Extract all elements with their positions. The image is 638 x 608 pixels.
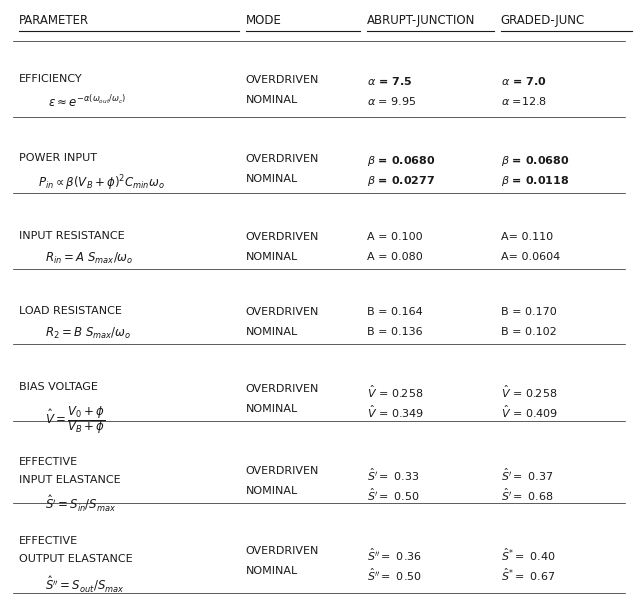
Text: $\hat{S}^{*}=$ 0.67: $\hat{S}^{*}=$ 0.67: [501, 567, 555, 582]
Text: PARAMETER: PARAMETER: [19, 15, 89, 27]
Text: POWER INPUT: POWER INPUT: [19, 153, 97, 163]
Text: $\epsilon \approx e^{-\alpha(\omega_{out}/\omega_c)}$: $\epsilon \approx e^{-\alpha(\omega_{out…: [48, 94, 126, 110]
Text: $P_{in} \propto \beta(V_B+\phi)^2 C_{min}\omega_o$: $P_{in} \propto \beta(V_B+\phi)^2 C_{min…: [38, 173, 165, 193]
Text: $\hat{V}$ = 0.258: $\hat{V}$ = 0.258: [501, 384, 557, 400]
Text: BIAS VOLTAGE: BIAS VOLTAGE: [19, 382, 98, 392]
Text: $\beta$ = 0.0680: $\beta$ = 0.0680: [367, 154, 435, 168]
Text: $\hat{S}''=$ 0.36: $\hat{S}''=$ 0.36: [367, 546, 422, 562]
Text: OVERDRIVEN: OVERDRIVEN: [246, 466, 319, 476]
Text: A = 0.100: A = 0.100: [367, 232, 422, 242]
Text: $R_{in} = A\ S_{max}/\omega_o$: $R_{in} = A\ S_{max}/\omega_o$: [45, 251, 133, 266]
Text: A= 0.110: A= 0.110: [501, 232, 553, 242]
Text: OUTPUT ELASTANCE: OUTPUT ELASTANCE: [19, 554, 133, 564]
Text: $\hat{S}'=$ 0.37: $\hat{S}'=$ 0.37: [501, 466, 553, 483]
Text: $\hat{V}$ = 0.349: $\hat{V}$ = 0.349: [367, 404, 424, 420]
Text: $\hat{S}'=$ 0.33: $\hat{S}'=$ 0.33: [367, 466, 419, 483]
Text: GRADED-JUNC: GRADED-JUNC: [501, 15, 585, 27]
Text: $\beta$ = 0.0277: $\beta$ = 0.0277: [367, 174, 435, 188]
Text: $\alpha$ = 7.5: $\alpha$ = 7.5: [367, 75, 412, 87]
Text: $\hat{S}'=$ 0.50: $\hat{S}'=$ 0.50: [367, 486, 420, 503]
Text: LOAD RESISTANCE: LOAD RESISTANCE: [19, 306, 122, 316]
Text: $\hat{V}$ = 0.409: $\hat{V}$ = 0.409: [501, 404, 558, 420]
Text: INPUT RESISTANCE: INPUT RESISTANCE: [19, 231, 125, 241]
Text: NOMINAL: NOMINAL: [246, 567, 298, 576]
Text: OVERDRIVEN: OVERDRIVEN: [246, 75, 319, 85]
Text: $\hat{S}'=$ 0.68: $\hat{S}'=$ 0.68: [501, 486, 554, 503]
Text: ABRUPT-JUNCTION: ABRUPT-JUNCTION: [367, 15, 475, 27]
Text: MODE: MODE: [246, 15, 281, 27]
Text: NOMINAL: NOMINAL: [246, 404, 298, 414]
Text: OVERDRIVEN: OVERDRIVEN: [246, 154, 319, 164]
Text: $\hat{S}^{*}=$ 0.40: $\hat{S}^{*}=$ 0.40: [501, 546, 556, 562]
Text: NOMINAL: NOMINAL: [246, 327, 298, 337]
Text: EFFICIENCY: EFFICIENCY: [19, 74, 83, 84]
Text: $R_2 = B\ S_{max}/\omega_o$: $R_2 = B\ S_{max}/\omega_o$: [45, 326, 131, 341]
Text: $\hat{S}''=$ 0.50: $\hat{S}''=$ 0.50: [367, 567, 422, 582]
Text: OVERDRIVEN: OVERDRIVEN: [246, 306, 319, 317]
Text: OVERDRIVEN: OVERDRIVEN: [246, 232, 319, 242]
Text: $\alpha$ = 7.0: $\alpha$ = 7.0: [501, 75, 546, 87]
Text: B = 0.136: B = 0.136: [367, 327, 422, 337]
Text: EFFECTIVE: EFFECTIVE: [19, 457, 78, 467]
Text: OVERDRIVEN: OVERDRIVEN: [246, 546, 319, 556]
Text: B = 0.102: B = 0.102: [501, 327, 556, 337]
Text: $\alpha$ =12.8: $\alpha$ =12.8: [501, 95, 547, 107]
Text: A= 0.0604: A= 0.0604: [501, 252, 560, 262]
Text: NOMINAL: NOMINAL: [246, 174, 298, 184]
Text: $\beta$ = 0.0118: $\beta$ = 0.0118: [501, 174, 569, 188]
Text: NOMINAL: NOMINAL: [246, 486, 298, 496]
Text: EFFECTIVE: EFFECTIVE: [19, 536, 78, 546]
Text: $\hat{V}$ = 0.258: $\hat{V}$ = 0.258: [367, 384, 423, 400]
Text: OVERDRIVEN: OVERDRIVEN: [246, 384, 319, 394]
Text: $\alpha$ = 9.95: $\alpha$ = 9.95: [367, 95, 416, 107]
Text: $\hat{V} = \dfrac{V_0+\phi}{V_B+\phi}$: $\hat{V} = \dfrac{V_0+\phi}{V_B+\phi}$: [45, 404, 105, 436]
Text: A = 0.080: A = 0.080: [367, 252, 422, 262]
Text: $\hat{S}' = S_{in}/S_{max}$: $\hat{S}' = S_{in}/S_{max}$: [45, 494, 116, 514]
Text: $\hat{S}'' = S_{out}/S_{max}$: $\hat{S}'' = S_{out}/S_{max}$: [45, 575, 124, 595]
Text: B = 0.170: B = 0.170: [501, 306, 556, 317]
Text: NOMINAL: NOMINAL: [246, 95, 298, 105]
Text: NOMINAL: NOMINAL: [246, 252, 298, 262]
Text: $\beta$ = 0.0680: $\beta$ = 0.0680: [501, 154, 569, 168]
Text: B = 0.164: B = 0.164: [367, 306, 422, 317]
Text: INPUT ELASTANCE: INPUT ELASTANCE: [19, 475, 121, 485]
